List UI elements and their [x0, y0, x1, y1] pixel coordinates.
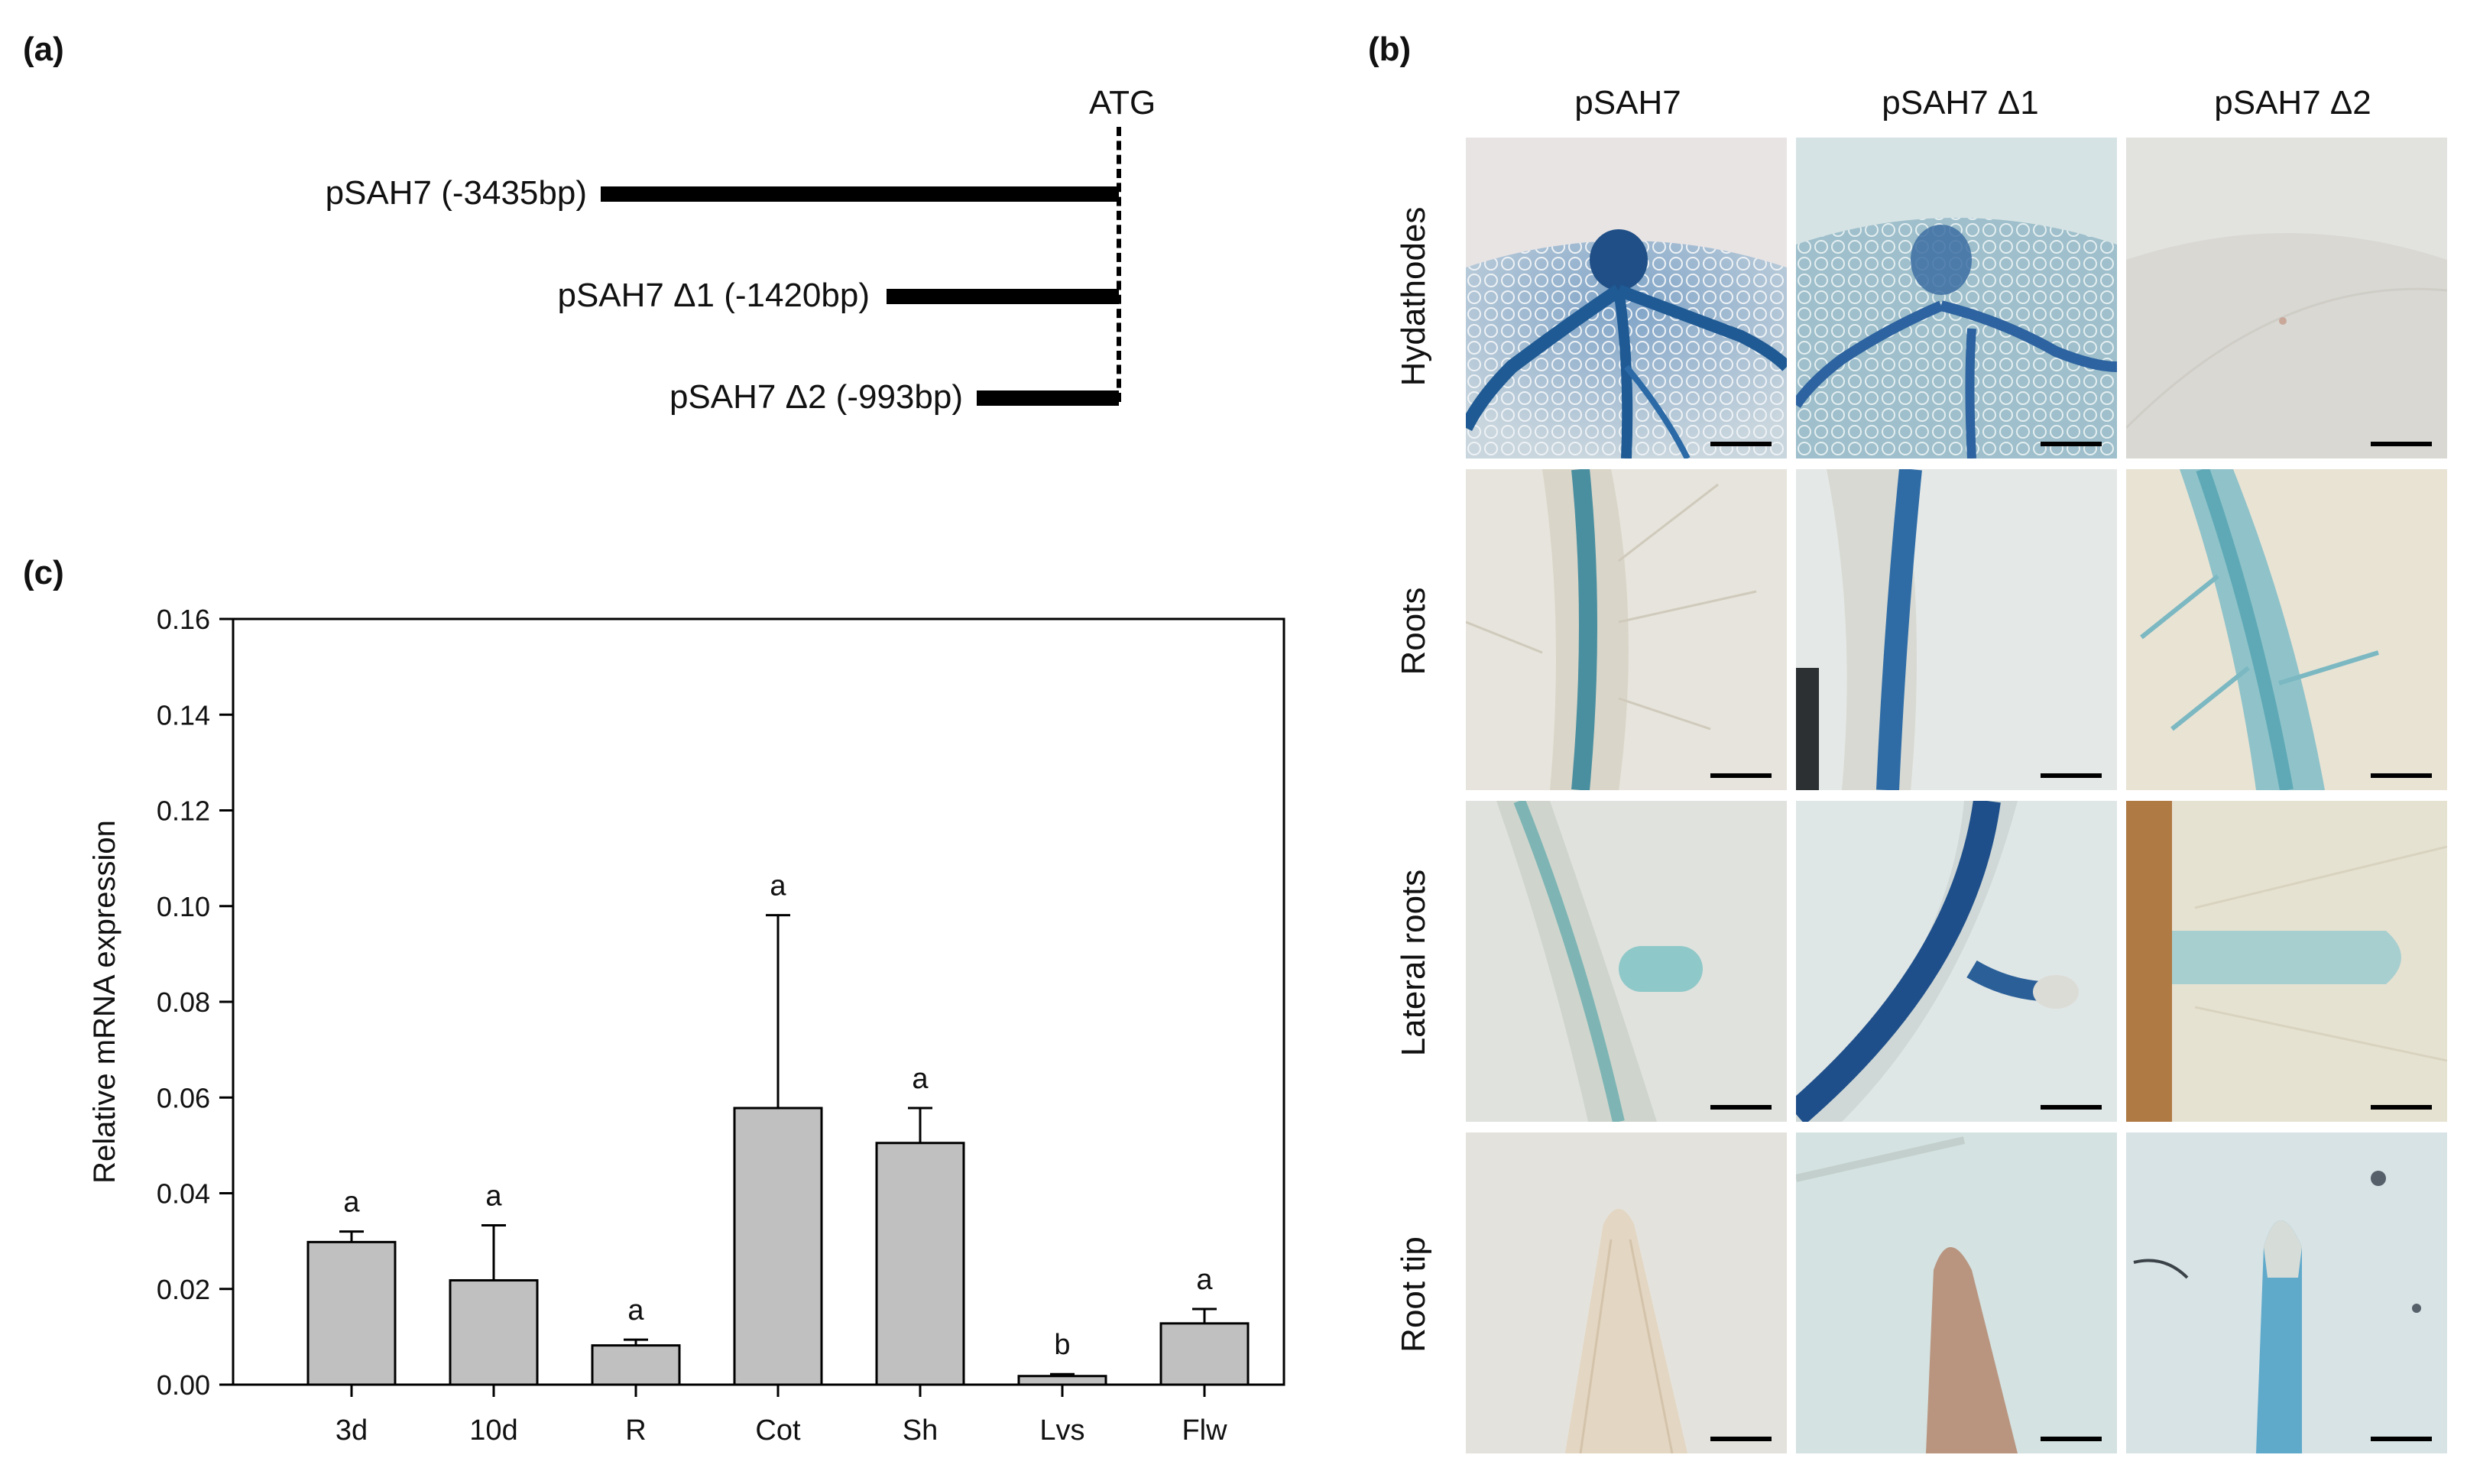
construct-label-1: pSAH7 (-3435bp) — [325, 174, 587, 212]
panel-a-label: (a) — [23, 31, 64, 68]
y-tick-label: 0.06 — [157, 1082, 210, 1113]
scale-bar — [1710, 442, 1772, 446]
row-label-lateral-roots: Lateral roots — [1395, 869, 1432, 1057]
y-tick-label: 0.00 — [157, 1369, 210, 1401]
micrograph-root-tip-psah7-d1 — [1796, 1132, 2117, 1453]
micrograph-roots-psah7-d1 — [1796, 469, 2117, 790]
significance-label: a — [1196, 1264, 1213, 1296]
micrograph-roots-psah7-d2 — [2126, 469, 2447, 790]
scale-bar — [1710, 773, 1772, 778]
scale-bar — [2041, 1437, 2102, 1441]
y-tick-label: 0.02 — [157, 1274, 210, 1305]
bar-Sh — [875, 1142, 965, 1386]
x-tick-label: Cot — [755, 1414, 801, 1447]
y-tick-label: 0.08 — [157, 987, 210, 1018]
micrograph-root-tip-psah7 — [1466, 1132, 1787, 1453]
micrograph-hydathodes-psah7-d2 — [2126, 138, 2447, 458]
x-tick-label: 10d — [469, 1414, 517, 1447]
atg-dashed-line — [1117, 127, 1121, 402]
row-label-root-tip: Root tip — [1395, 1236, 1432, 1353]
micrograph-roots-psah7 — [1466, 469, 1787, 790]
y-axis-title: Relative mRNA expression — [88, 820, 122, 1184]
row-label-roots: Roots — [1395, 587, 1432, 676]
scale-bar — [2041, 1105, 2102, 1110]
construct-bar-2 — [887, 289, 1119, 304]
bar-R — [591, 1344, 681, 1386]
panel-c-label: (c) — [23, 554, 64, 591]
construct-bar-1 — [601, 186, 1119, 202]
expression-bar-chart: 0.00 0.02 0.04 0.06 0.08 0.10 0.12 0.14 0.16 Rela… — [88, 604, 1285, 1447]
scale-bar — [2041, 442, 2102, 446]
micrograph-lateral-roots-psah7-d1 — [1796, 801, 2117, 1122]
construct-label-3: pSAH7 Δ2 (-993bp) — [669, 378, 963, 416]
y-tick-label: 0.04 — [157, 1178, 210, 1210]
significance-label: a — [912, 1063, 929, 1095]
significance-label: a — [343, 1187, 360, 1219]
column-header-psah7: pSAH7 — [1574, 84, 1681, 122]
column-header-psah7-d2: pSAH7 Δ2 — [2214, 84, 2371, 122]
y-tick-label: 0.10 — [157, 891, 210, 922]
scale-bar — [2371, 1437, 2432, 1441]
significance-label: b — [1054, 1329, 1070, 1361]
bar-Lvs — [1017, 1375, 1107, 1386]
bar-3d — [306, 1240, 397, 1386]
x-tick-label: Sh — [903, 1414, 938, 1447]
bar-10d — [449, 1278, 539, 1386]
scale-bar — [2371, 773, 2432, 778]
x-tick-label: Lvs — [1039, 1414, 1084, 1447]
x-tick-label: Flw — [1182, 1414, 1227, 1447]
construct-label-2: pSAH7 Δ1 (-1420bp) — [557, 277, 870, 314]
construct-bar-3 — [977, 390, 1119, 406]
micrograph-hydathodes-psah7-d1 — [1796, 138, 2117, 458]
bar-Flw — [1159, 1322, 1250, 1386]
micrograph-lateral-roots-psah7 — [1466, 801, 1787, 1122]
y-tick-label: 0.12 — [157, 795, 210, 827]
micrograph-hydathodes-psah7 — [1466, 138, 1787, 458]
y-tick-label: 0.16 — [157, 604, 210, 635]
micrograph-root-tip-psah7-d2 — [2126, 1132, 2447, 1453]
micrograph-lateral-roots-psah7-d2 — [2126, 801, 2447, 1122]
significance-label: a — [627, 1294, 644, 1327]
y-tick-label: 0.14 — [157, 699, 210, 731]
scale-bar — [2371, 442, 2432, 446]
scale-bar — [2371, 1105, 2432, 1110]
panel-b-label: (b) — [1368, 31, 1412, 68]
bar-Cot — [733, 1107, 823, 1386]
scale-bar — [1710, 1105, 1772, 1110]
atg-label: ATG — [1089, 84, 1156, 122]
row-label-hydathodes: Hydathodes — [1395, 206, 1432, 387]
x-tick-label: 3d — [336, 1414, 368, 1447]
significance-label: a — [770, 870, 786, 902]
scale-bar — [2041, 773, 2102, 778]
significance-label: a — [485, 1180, 502, 1212]
x-tick-label: R — [625, 1414, 646, 1447]
column-header-psah7-d1: pSAH7 Δ1 — [1882, 84, 2039, 122]
scale-bar — [1710, 1437, 1772, 1441]
